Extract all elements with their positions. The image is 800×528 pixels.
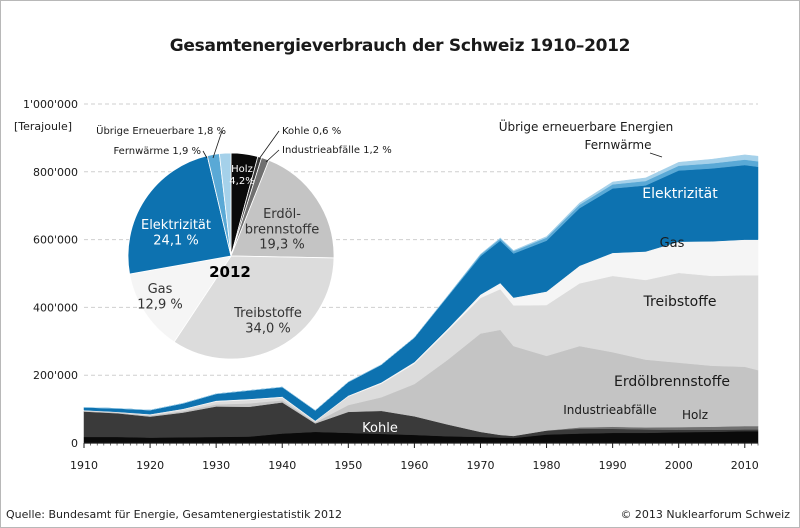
pie-leader-line <box>265 149 280 163</box>
pie-label-kohle: Kohle 0,6 % <box>282 126 341 137</box>
pie-label-elektrizitaet: Elektrizität 24,1 % <box>141 218 211 248</box>
pie-label-gas: Gas 12,9 % <box>137 282 182 312</box>
x-tick-label: 1970 <box>466 459 494 472</box>
x-tick-label: 1960 <box>400 459 428 472</box>
area-label-gas: Gas <box>660 236 685 251</box>
pie-slice-gas <box>129 255 232 343</box>
pie-leader-line <box>258 130 280 160</box>
copyright-note: © 2013 Nuklearforum Schweiz <box>620 508 790 521</box>
area-label-fernwaerme: Fernwärme <box>585 138 652 152</box>
x-tick-label: 1930 <box>202 459 230 472</box>
y-tick-label: 400'000 <box>33 301 78 314</box>
area-uebrige-erneuerbare-energien <box>83 154 759 411</box>
area-label-uebrige-erneuerbare-energien: Übrige erneuerbare Energien <box>499 118 674 134</box>
y-tick-label: 600'000 <box>33 234 78 247</box>
x-tick-label: 1980 <box>533 459 561 472</box>
pie-label-industrieabfaelle: Industrieabfälle 1,2 % <box>282 145 392 156</box>
x-tick-label: 1940 <box>268 459 296 472</box>
chart-title: Gesamtenergieverbrauch der Schweiz 1910–… <box>169 36 631 56</box>
source-note: Quelle: Bundesamt für Energie, Gesamtene… <box>6 508 342 521</box>
pie-label-uebrige: Übrige Erneuerbare 1,8 % <box>96 124 226 137</box>
area-label-erdoelbrennstoffe: Erdölbrennstoffe <box>614 374 730 390</box>
pie-label-erdoelbrennstoffe: Erdöl-brennstoffe 19,3 % <box>245 207 320 253</box>
area-label-elektrizitaet: Elektrizität <box>642 186 718 202</box>
pie-slice-erdoelbrennstoffe <box>230 159 335 259</box>
pie-group <box>127 152 335 360</box>
fernwaerme-leader <box>649 152 663 158</box>
y-tick-label: 0 <box>71 437 78 450</box>
pie-leader-line <box>202 150 208 159</box>
area-label-industrieabfaelle: Industrieabfälle <box>563 403 657 417</box>
pie-leader-line <box>212 130 223 159</box>
pie-label-treibstoffe: Treibstoffe 34,0 % <box>233 306 302 336</box>
x-tick-label: 2010 <box>731 459 759 472</box>
x-tick-label: 1990 <box>599 459 627 472</box>
x-tick-label: 1950 <box>334 459 362 472</box>
area-label-kohle: Kohle <box>362 421 398 436</box>
pie-label-holz: Holz 4,2% <box>229 164 254 187</box>
pie-slice-uebrige-erneuerbare <box>218 152 232 257</box>
pie-slice-elektrizitaet <box>127 155 232 275</box>
x-tick-label: 1910 <box>70 459 98 472</box>
x-tick-label: 1920 <box>136 459 164 472</box>
y-tick-label: 800'000 <box>33 166 78 179</box>
stacked-area-group <box>83 154 759 444</box>
y-tick-label: 1'000'000 <box>23 98 78 111</box>
y-tick-label: 200'000 <box>33 369 78 382</box>
x-tick-label: 2000 <box>665 459 693 472</box>
area-label-treibstoffe: Treibstoffe <box>643 294 717 310</box>
pie-label-fernwaerme: Fernwärme 1,9 % <box>113 146 201 157</box>
area-label-holz: Holz <box>682 408 708 422</box>
y-axis-label: [Terajoule] <box>14 120 72 133</box>
pie-title: 2012 <box>209 263 251 281</box>
